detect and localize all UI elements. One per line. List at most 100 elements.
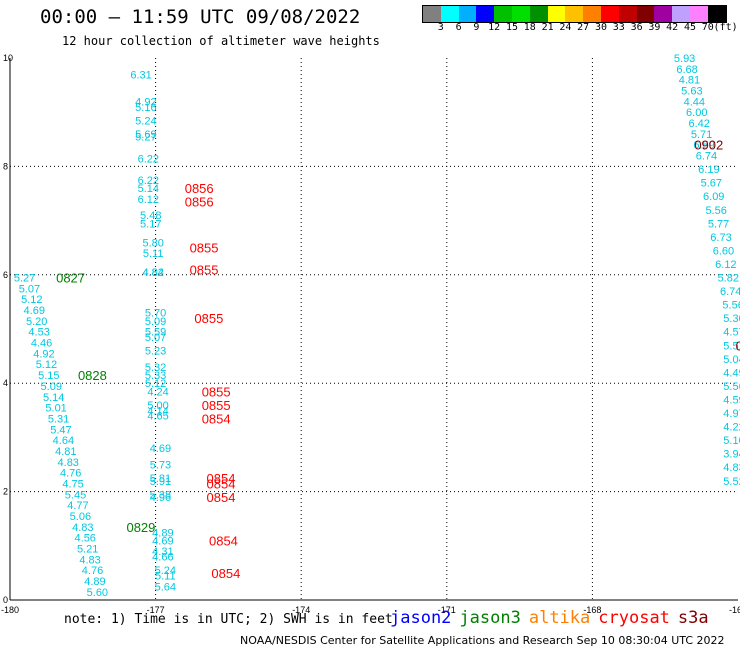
wave-height-value: 4.77: [67, 500, 88, 512]
wave-height-value: 5.32: [145, 362, 166, 374]
color-scale-legend: [422, 5, 727, 23]
wave-height-value: 5.51: [723, 340, 740, 352]
wave-height-value: 5.71: [691, 129, 712, 141]
legend-label: 18: [523, 22, 536, 33]
x-tick-label: -168: [583, 605, 601, 615]
legend-swatch: [654, 6, 673, 22]
wave-height-value: 6.60: [713, 245, 734, 257]
time-tag: 0902: [694, 138, 723, 153]
wave-height-value: 6.19: [698, 164, 719, 176]
wave-height-value: 4.69: [152, 535, 173, 547]
wave-height-value: 6.59: [693, 140, 714, 152]
wave-height-value: 4.24: [147, 386, 168, 398]
wave-height-value: 5.11: [155, 571, 176, 583]
wave-height-value: 6.00: [686, 107, 707, 119]
wave-height-value: 5.31: [48, 413, 69, 425]
wave-height-value: 4.81: [55, 446, 76, 458]
legend-label: 9: [473, 22, 480, 33]
wave-height-value: 5.07: [145, 332, 166, 344]
legend-label: 45: [683, 22, 697, 33]
wave-height-value: 5.12: [36, 359, 57, 371]
wave-height-value: 5.12: [21, 294, 42, 306]
y-tick-label: 6: [3, 270, 8, 280]
wave-height-value: 4.22: [723, 422, 740, 434]
y-tick-label: 10: [3, 53, 13, 63]
time-tag: 0855: [190, 241, 219, 256]
wave-height-value: 5.01: [45, 403, 66, 415]
y-tick-label: 0: [3, 595, 8, 605]
wave-height-value: 5.52: [723, 476, 740, 488]
wave-height-value: 5.67: [701, 178, 722, 190]
x-tick-label: -171: [438, 605, 456, 615]
footer-note: note: 1) Time is in UTC; 2) SWH is in fe…: [64, 612, 393, 627]
grid-lines: [10, 58, 738, 600]
wave-height-value: 5.73: [150, 460, 171, 472]
legend-label: 21: [541, 22, 554, 33]
legend-swatch: [494, 6, 512, 22]
chart-subtitle: 12 hour collection of altimeter wave hei…: [62, 34, 380, 48]
legend-swatch: [707, 6, 726, 22]
wave-height-value: 4.89: [152, 527, 173, 539]
wave-height-value: 4.83: [58, 457, 79, 469]
wave-height-value: 5.38: [150, 489, 171, 501]
wave-height-value: 5.23: [145, 346, 166, 358]
wave-height-value: 4.76: [60, 468, 81, 480]
y-tick-label: 8: [3, 161, 8, 171]
wave-height-value: 4.82: [142, 267, 163, 279]
wave-height-value: 4.53: [28, 327, 49, 339]
wave-height-value: 5.77: [708, 218, 729, 230]
wave-height-value: 5.16: [135, 102, 156, 114]
wave-height-value: 4.46: [31, 338, 52, 350]
time-tags: 0856085608550855085508550855085408540854…: [56, 138, 740, 581]
wave-height-value: 5.48: [140, 210, 161, 222]
wave-height-value: 5.45: [65, 489, 86, 501]
satellite-legend-item: altika: [528, 608, 591, 628]
wave-height-value: 4.83: [79, 554, 100, 566]
wave-height-value: 4.96: [150, 492, 171, 504]
wave-height-value: 4.81: [679, 75, 700, 87]
time-tag: 0828: [78, 368, 107, 383]
wave-height-value: 5.91: [150, 476, 171, 488]
satellite-legend: jason2 jason3 altika cryosat s3a: [390, 608, 717, 628]
legend-swatch: [476, 6, 495, 22]
time-tag: 0855: [202, 384, 231, 399]
legend-label: 6: [455, 22, 462, 33]
wave-height-value: 5.93: [674, 53, 695, 65]
time-tag: 0855: [202, 398, 231, 413]
legend-swatch: [547, 6, 566, 22]
wave-height-value: 5.60: [87, 587, 108, 599]
legend-label: 3: [437, 22, 444, 33]
wave-height-value: 6.42: [688, 118, 709, 130]
satellite-legend-item: jason2: [390, 608, 452, 628]
wave-height-value: 6.74: [696, 151, 717, 163]
chart-title: 00:00 – 11:59 UTC 09/08/2022: [40, 6, 361, 28]
wave-height-value: 4.92: [135, 96, 156, 108]
wave-height-value: 4.65: [147, 411, 168, 423]
legend-swatch: [529, 6, 548, 22]
wave-height-value: 5.06: [70, 511, 91, 523]
time-tag: 0854: [211, 566, 240, 581]
wave-height-value: 5.17: [140, 218, 161, 230]
y-tick-label: 4: [3, 378, 8, 388]
wave-height-value: 5.15: [38, 370, 59, 382]
wave-height-value: 6.68: [676, 64, 697, 76]
wave-height-value: 6.12: [715, 259, 736, 271]
x-tick-label: -174: [292, 605, 310, 615]
wave-height-value: 4.69: [24, 305, 45, 317]
x-tick-label: -177: [147, 605, 165, 615]
x-tick-label: -165: [729, 605, 740, 615]
wave-height-value: 5.81: [150, 473, 171, 485]
wave-height-value: 4.89: [84, 576, 105, 588]
wave-height-value: 4.84: [142, 267, 163, 279]
wave-height-value: 5.82: [718, 273, 739, 285]
time-tag: 0856: [185, 195, 214, 210]
wave-height-value: 5.24: [135, 115, 156, 127]
wave-height-value: 4.76: [82, 565, 103, 577]
legend-swatch: [458, 6, 477, 22]
time-tag: 0827: [56, 271, 85, 286]
wave-height-value: 5.80: [142, 237, 163, 249]
wave-height-value: 5.09: [145, 316, 166, 328]
wave-height-value: 4.49: [723, 367, 740, 379]
satellite-legend-item: cryosat: [598, 608, 670, 628]
